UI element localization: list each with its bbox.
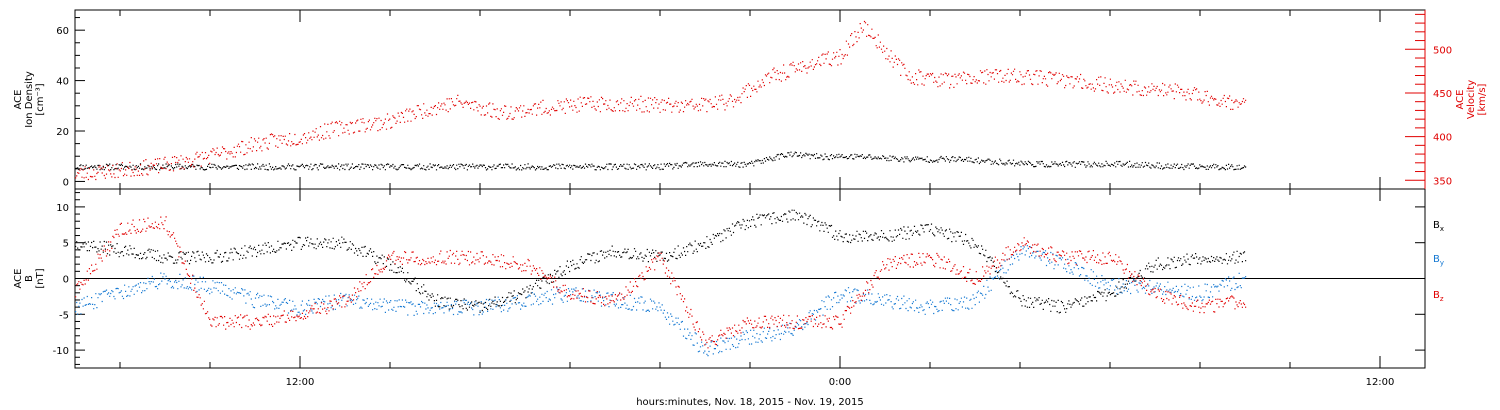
legend-bx: Bx xyxy=(1433,220,1444,233)
legend-by: By xyxy=(1433,254,1444,267)
bottom-ylabel-line: B xyxy=(24,275,35,282)
top-right-ytick-label: 350 xyxy=(1433,176,1452,187)
bottom-ytick-label: 10 xyxy=(56,203,69,214)
b-bz-marks xyxy=(75,216,1247,349)
bottom-ylabel-line: ACE xyxy=(13,269,24,289)
legend-subscript: z xyxy=(1440,295,1444,303)
ion-density-points xyxy=(75,151,1247,171)
top-left-ytick-label: 20 xyxy=(56,127,69,138)
top-left-ylabel: ACE Ion Density [cm⁻³] xyxy=(13,71,46,128)
velocity-points xyxy=(75,20,1247,181)
top-right-ylabel: ACE Velocity [km/s] xyxy=(1455,80,1488,119)
top-left-ytick-label: 60 xyxy=(56,26,69,37)
b-bz-points xyxy=(75,216,1247,349)
top-right-ytick-label: 450 xyxy=(1433,89,1452,100)
b-by-marks xyxy=(75,245,1247,357)
top-right-ylabel-line: Velocity xyxy=(1466,80,1477,119)
top-right-ylabel-line: ACE xyxy=(1455,90,1466,110)
bottom-ytick-label: -5 xyxy=(59,310,69,321)
top-right-ylabel-line: [km/s] xyxy=(1477,83,1488,115)
b-bx-marks xyxy=(75,209,1247,314)
top-right-ytick-label: 400 xyxy=(1433,133,1452,144)
top-left-ylabel-line: [cm⁻³] xyxy=(35,83,46,115)
top-left-ytick-label: 0 xyxy=(63,177,69,188)
legend-bz: Bz xyxy=(1433,290,1444,303)
bottom-ylabel-line: [nT] xyxy=(35,268,46,288)
x-axis-title: hours:minutes, Nov. 18, 2015 - Nov. 19, … xyxy=(636,397,864,408)
xtick-label: 12:00 xyxy=(1366,377,1395,388)
ion-density-marks xyxy=(75,151,1247,171)
b-bx-points xyxy=(75,209,1247,314)
top-left-ylabel-line: Ion Density xyxy=(24,71,35,128)
legend-subscript: y xyxy=(1440,259,1444,267)
top-left-ytick-label: 40 xyxy=(56,77,69,88)
bottom-ylabel: ACE B [nT] xyxy=(13,268,46,288)
bottom-ytick-label: 0 xyxy=(63,275,69,286)
velocity-marks xyxy=(75,20,1247,181)
legend-subscript: x xyxy=(1440,225,1444,233)
b-by-points xyxy=(75,245,1247,357)
top-right-ytick-label: 500 xyxy=(1433,45,1452,56)
bottom-ytick-label: 5 xyxy=(63,239,69,250)
bottom-ytick-label: -10 xyxy=(53,346,69,357)
xtick-label: 12:00 xyxy=(286,377,315,388)
top-left-ylabel-line: ACE xyxy=(13,90,24,110)
xtick-label: 0:00 xyxy=(829,377,851,388)
